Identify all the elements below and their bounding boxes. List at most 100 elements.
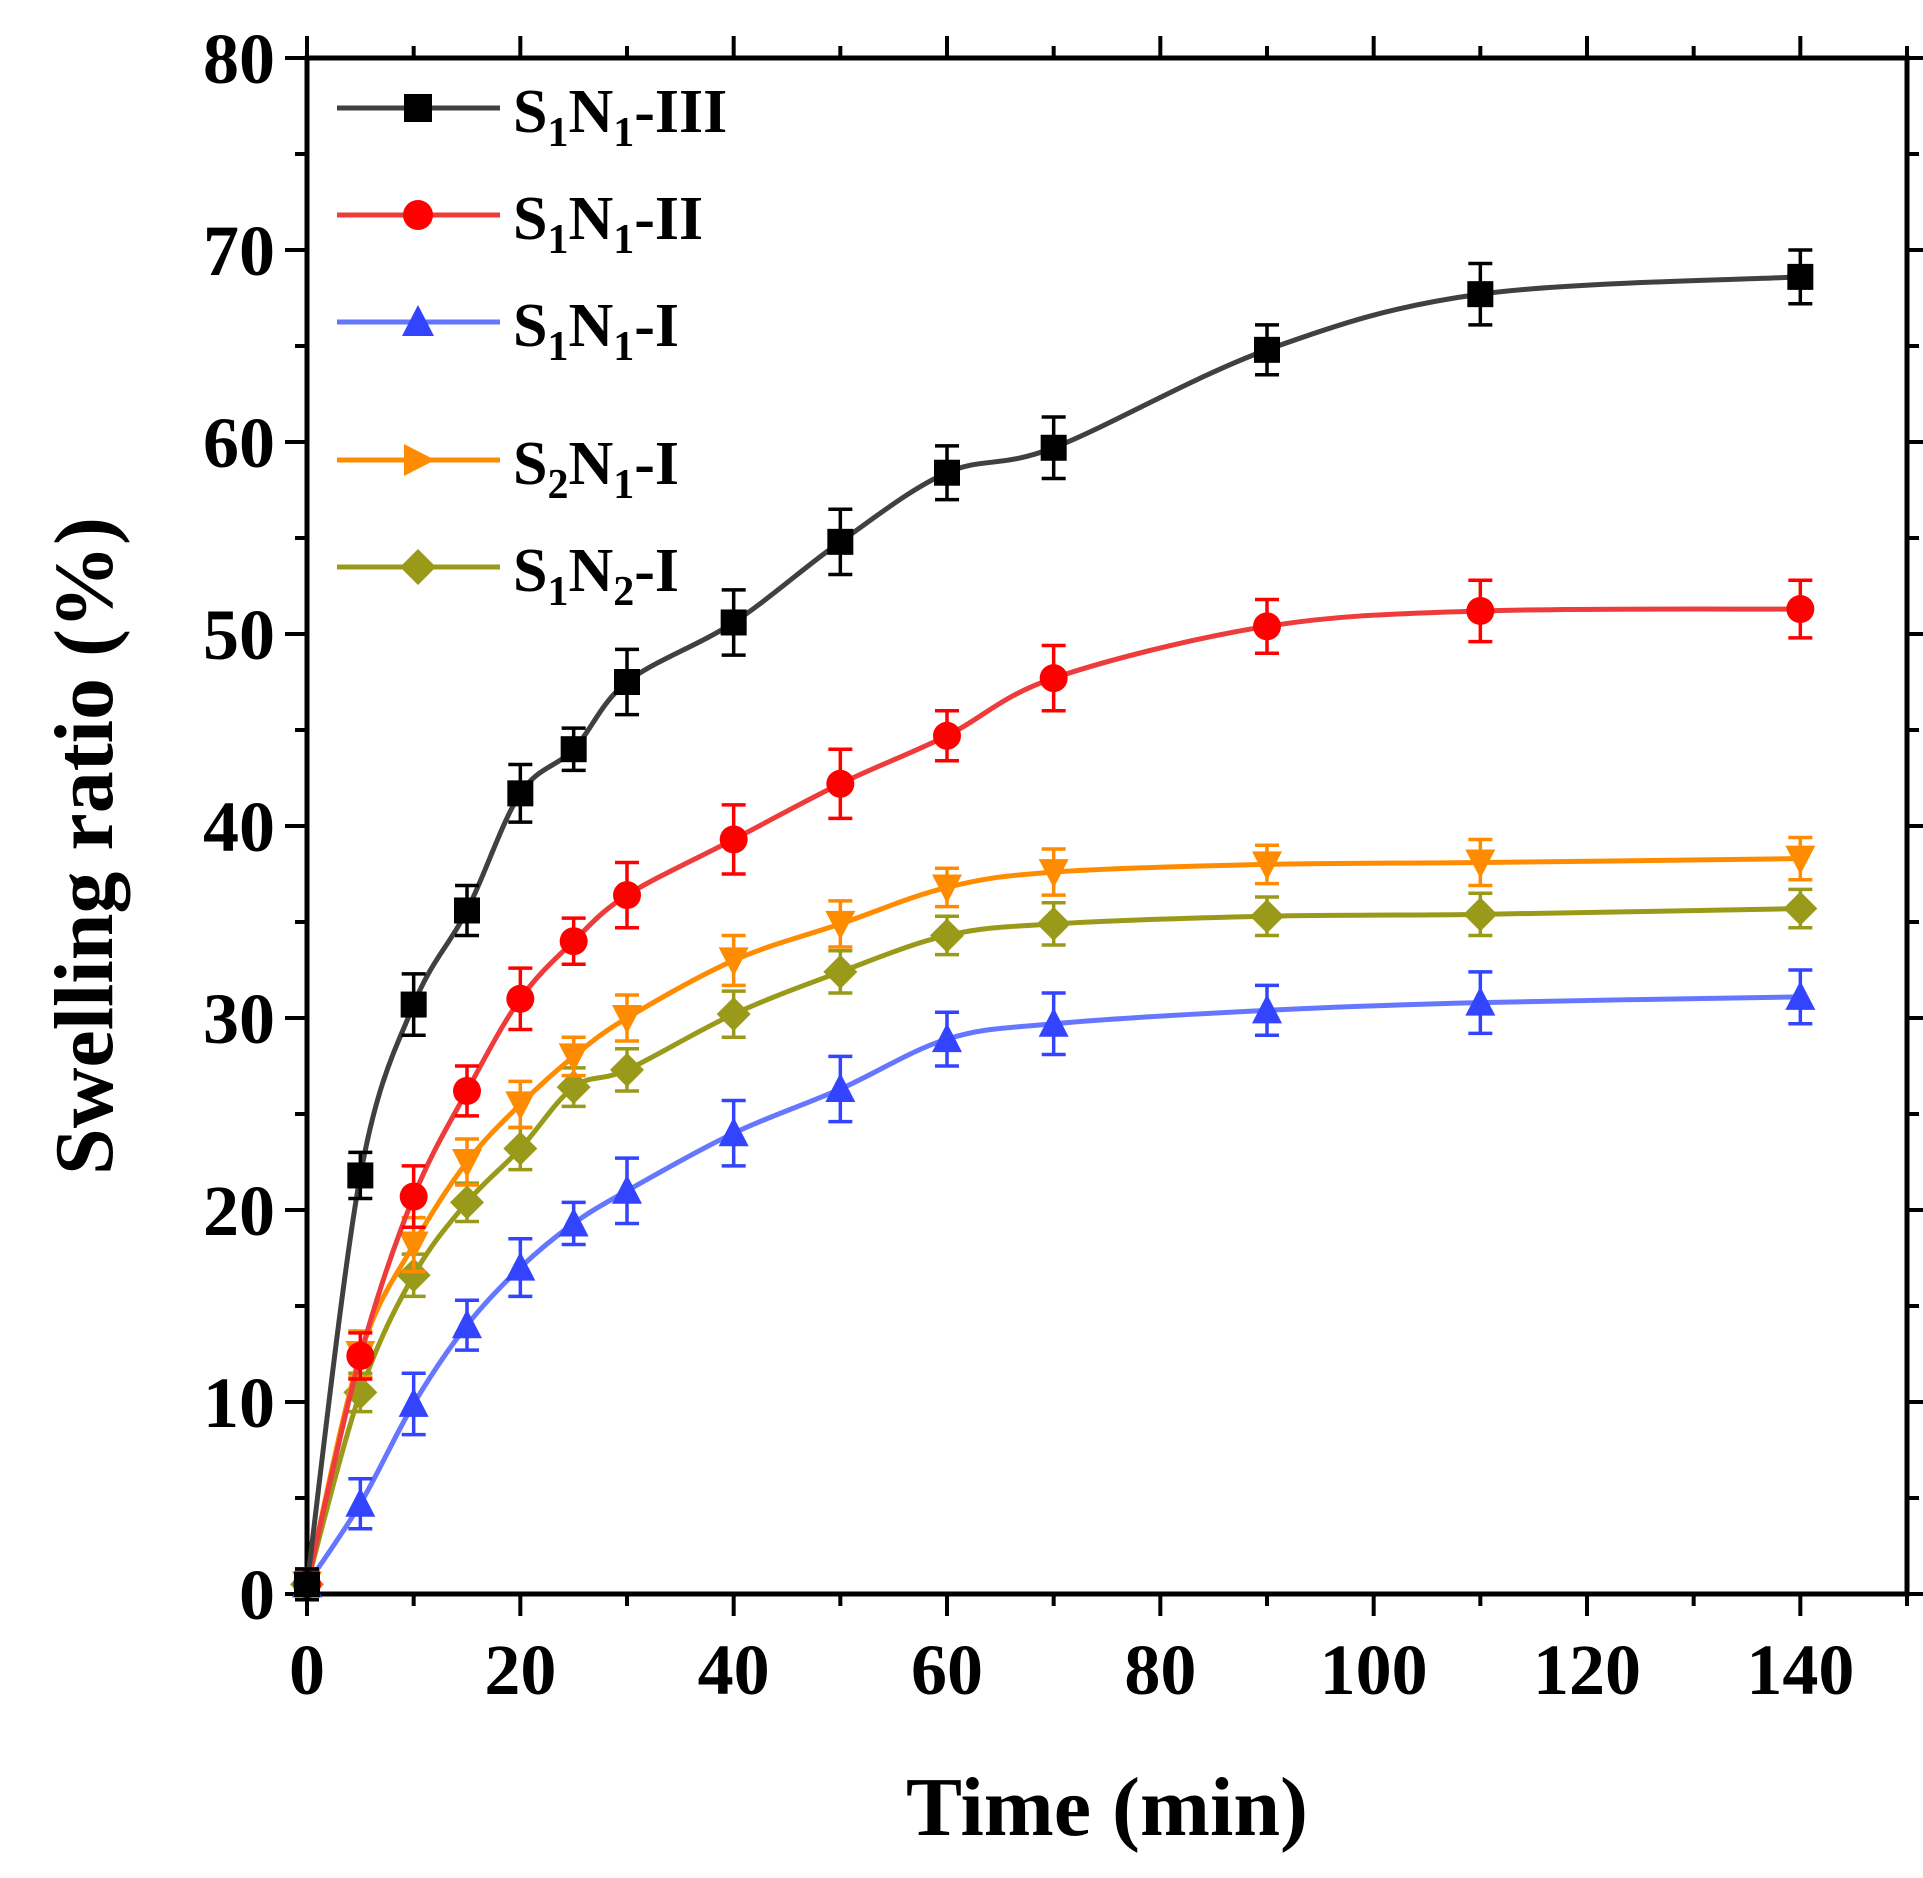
x-tick-label: 0 bbox=[289, 1630, 325, 1710]
data-point bbox=[720, 609, 747, 636]
legend-item: S1N2-I bbox=[337, 537, 679, 615]
y-tick-label: 10 bbox=[203, 1363, 275, 1443]
data-point bbox=[825, 910, 856, 940]
data-point bbox=[1253, 612, 1281, 641]
data-point bbox=[1785, 980, 1816, 1010]
data-point bbox=[1038, 859, 1069, 889]
legend-marker bbox=[402, 305, 434, 336]
data-point bbox=[1783, 891, 1818, 926]
data-point bbox=[1466, 596, 1495, 625]
y-tick-label: 0 bbox=[239, 1555, 275, 1635]
legend-marker bbox=[404, 444, 435, 476]
axes: 0 20 40 60 80 100 120 140 0 10 20 30 40 50 60 70 80 bbox=[203, 19, 1923, 1710]
data-point bbox=[506, 984, 535, 1013]
data-point bbox=[1467, 281, 1494, 308]
plot-frame bbox=[304, 55, 1910, 1597]
data-point bbox=[454, 897, 480, 924]
legend-marker bbox=[404, 94, 432, 122]
data-point bbox=[716, 997, 751, 1032]
data-point bbox=[613, 881, 641, 910]
data-point bbox=[398, 1387, 429, 1417]
legend-subscript: 1 bbox=[613, 110, 634, 156]
legend-label: S2N1-I bbox=[513, 430, 679, 508]
data-point bbox=[1252, 994, 1282, 1024]
legend-item: S1N1-II bbox=[337, 185, 703, 263]
legend-marker bbox=[400, 549, 436, 585]
legend-subscript: 2 bbox=[547, 462, 568, 508]
data-point bbox=[612, 1174, 642, 1204]
legend-label: S1N1-I bbox=[513, 292, 679, 370]
legend-text-part: N bbox=[568, 430, 613, 498]
legend-text-part: -I bbox=[634, 537, 679, 605]
legend-text-part: N bbox=[568, 292, 613, 360]
legend-text-part: S bbox=[513, 430, 547, 498]
data-point bbox=[825, 1073, 856, 1103]
data-point bbox=[398, 1231, 429, 1261]
legend-label: S1N1-III bbox=[513, 78, 727, 156]
legend-marker bbox=[403, 200, 433, 230]
legend-subscript: 1 bbox=[547, 569, 568, 615]
legend-text-part: -I bbox=[634, 292, 679, 360]
y-axis-title: Swelling ratio (%) bbox=[38, 517, 131, 1175]
x-tick-label: 80 bbox=[1124, 1630, 1196, 1710]
data-point bbox=[612, 1005, 642, 1034]
x-tick-label: 100 bbox=[1320, 1630, 1428, 1710]
data-point bbox=[452, 1309, 482, 1339]
data-point bbox=[400, 991, 427, 1018]
x-tick-label: 140 bbox=[1746, 1630, 1854, 1710]
x-tick-label: 60 bbox=[911, 1630, 983, 1710]
legend-text-part: S bbox=[513, 292, 547, 360]
data-point bbox=[1036, 906, 1071, 941]
x-tick-label: 40 bbox=[698, 1630, 770, 1710]
data-point bbox=[1465, 849, 1496, 879]
plot-area bbox=[290, 248, 1818, 1602]
data-point bbox=[346, 1341, 375, 1370]
legend-subscript: 1 bbox=[613, 462, 634, 508]
x-axis-title: Time (min) bbox=[906, 1761, 1308, 1854]
legend-item: S1N1-I bbox=[337, 292, 679, 370]
series-S2N1-I bbox=[292, 835, 1816, 1602]
legend-text-part: -I bbox=[634, 430, 679, 498]
data-point bbox=[933, 721, 961, 750]
data-point bbox=[294, 1571, 320, 1598]
data-point bbox=[558, 1207, 589, 1237]
data-point bbox=[452, 1149, 482, 1178]
legend-text-part: N bbox=[568, 537, 613, 605]
data-point bbox=[718, 947, 749, 977]
legend-text-part: S bbox=[513, 185, 547, 253]
legend-subscript: 1 bbox=[613, 324, 634, 370]
legend-subscript: 1 bbox=[613, 217, 634, 263]
data-point bbox=[558, 1043, 589, 1073]
data-point bbox=[1785, 845, 1816, 875]
data-point bbox=[827, 528, 854, 555]
legend-text-part: S bbox=[513, 78, 547, 146]
legend-label: S1N1-II bbox=[513, 185, 703, 263]
data-point bbox=[396, 1258, 431, 1293]
y-tick-label: 80 bbox=[203, 19, 275, 99]
series-line bbox=[304, 274, 1801, 1585]
data-point bbox=[399, 1182, 428, 1211]
series-line bbox=[304, 994, 1801, 1586]
data-point bbox=[507, 780, 534, 807]
data-point bbox=[1250, 899, 1284, 934]
data-point bbox=[1040, 434, 1067, 461]
data-point bbox=[503, 1131, 538, 1166]
legend-text-part: -III bbox=[634, 78, 727, 146]
y-tick-label: 30 bbox=[203, 979, 275, 1059]
legend-item: S1N1-III bbox=[337, 78, 727, 156]
data-point bbox=[614, 669, 640, 695]
data-point bbox=[347, 1162, 374, 1189]
x-tick-label: 20 bbox=[484, 1630, 556, 1710]
data-point bbox=[823, 954, 858, 989]
data-point bbox=[826, 769, 855, 798]
data-point bbox=[610, 1052, 644, 1087]
data-point bbox=[505, 1251, 536, 1281]
legend-text-part: N bbox=[568, 78, 613, 146]
data-point bbox=[560, 736, 587, 763]
data-point bbox=[1039, 664, 1068, 693]
data-point bbox=[345, 1487, 376, 1517]
data-point bbox=[1038, 1007, 1069, 1037]
series-S1N1-III bbox=[294, 248, 1814, 1602]
legend-text-part: N bbox=[568, 185, 613, 253]
